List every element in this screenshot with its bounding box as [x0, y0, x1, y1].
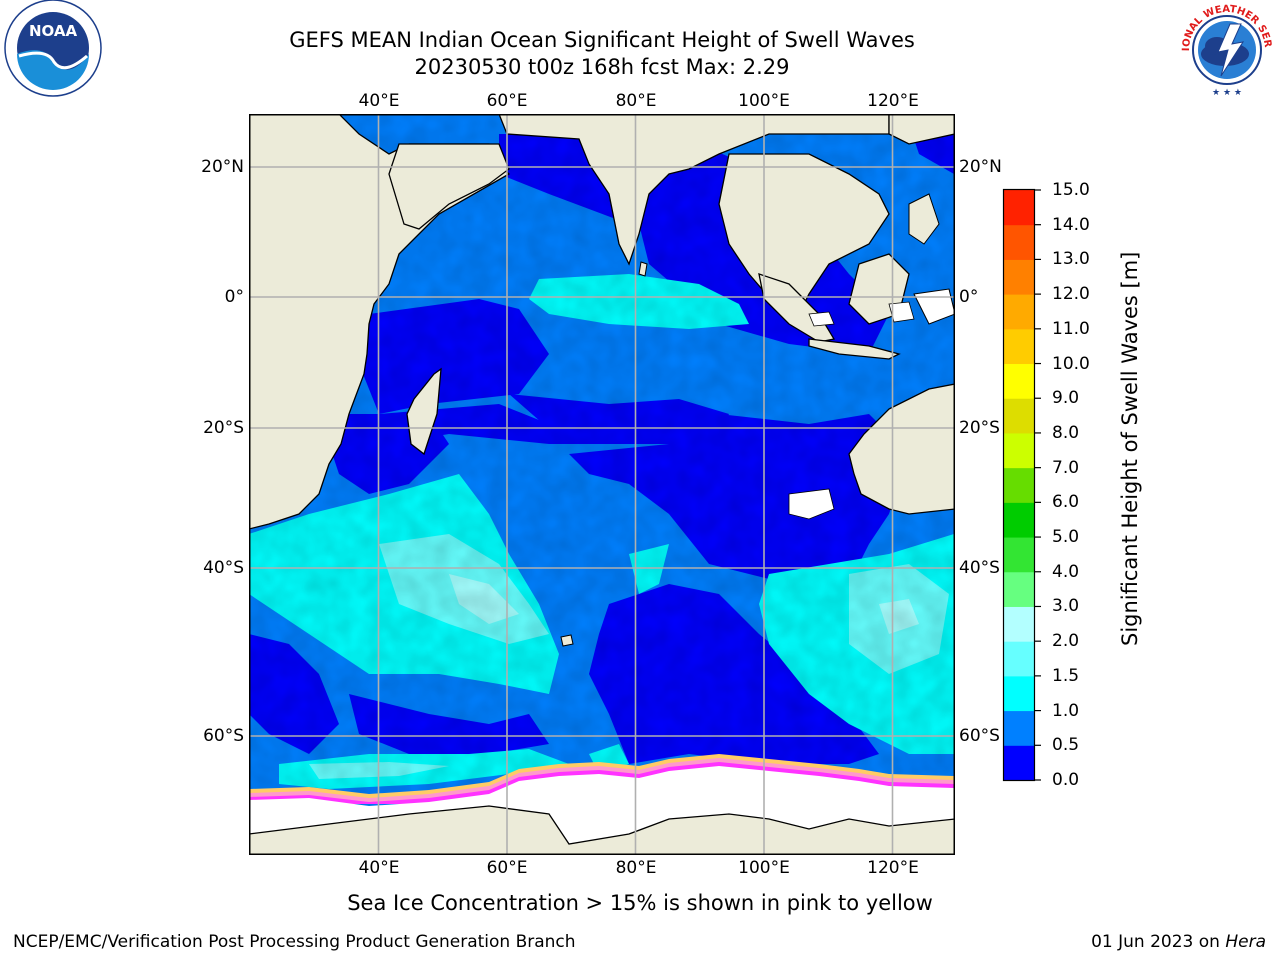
- colorbar-swatch: [1004, 432, 1034, 469]
- southeast-asia: [718, 153, 890, 315]
- lon-label-bottom: 100°E: [738, 858, 790, 878]
- colorbar-label: 3.0: [1052, 596, 1080, 617]
- map-plot: [249, 114, 955, 855]
- antarctica: [250, 805, 954, 854]
- colorbar-swatch: [1004, 571, 1034, 607]
- lon-label-bottom: 40°E: [358, 858, 400, 878]
- noaa-logo-text: NOAA: [29, 22, 78, 40]
- colorbar-swatch: [1004, 745, 1034, 781]
- colorbar-label: 10.0: [1052, 353, 1090, 374]
- svg-text:★ ★ ★: ★ ★ ★: [1212, 88, 1242, 98]
- graticule: [249, 114, 955, 855]
- colorbar-label: 9.0: [1052, 388, 1080, 409]
- lon-label-top: 60°E: [486, 91, 528, 111]
- lon-label-top: 80°E: [615, 91, 657, 111]
- lon-label-bottom: 60°E: [486, 858, 528, 878]
- lon-label-bottom: 80°E: [615, 858, 657, 878]
- nws-logo: NATIONAL WEATHER SERVICE ★ ★ ★: [1175, 0, 1274, 98]
- footer-host: Hera: [1225, 932, 1266, 952]
- colorbar-swatch: [1004, 675, 1034, 712]
- colorbar-swatch: [1004, 328, 1034, 365]
- colorbar-swatch: [1004, 224, 1034, 260]
- lon-label-top: 40°E: [358, 91, 400, 111]
- colorbar-label: 5.0: [1052, 527, 1080, 548]
- lat-label-right: 0°: [959, 287, 979, 307]
- colorbar-label: 6.0: [1052, 492, 1080, 513]
- colorbar: [1002, 188, 1041, 782]
- lon-label-top: 100°E: [738, 91, 790, 111]
- colorbar-swatch: [1004, 467, 1034, 503]
- lon-label-top: 120°E: [867, 91, 919, 111]
- colorbar-swatch: [1004, 363, 1034, 399]
- lat-label-right: 20°S: [959, 418, 1000, 438]
- colorbar-swatch: [1004, 398, 1034, 434]
- colorbar-label: 8.0: [1052, 422, 1080, 443]
- footer-date: 01 Jun 2023 on Hera: [1091, 932, 1266, 952]
- lat-label-right: 40°S: [959, 558, 1000, 578]
- colorbar-label: 12.0: [1052, 284, 1090, 305]
- footer-credit: NCEP/EMC/Verification Post Processing Pr…: [13, 932, 576, 952]
- lat-label-right: 20°N: [959, 157, 1002, 177]
- colorbar-swatch: [1004, 537, 1034, 573]
- colorbar-swatch: [1004, 294, 1034, 330]
- colorbar-swatch: [1004, 190, 1034, 226]
- colorbar-label: 0.0: [1052, 770, 1080, 790]
- colorbar-label: 11.0: [1052, 318, 1090, 339]
- colorbar-label: 15.0: [1052, 180, 1090, 200]
- chart-subtitle: 20230530 t00z 168h fcst Max: 2.29: [414, 55, 790, 79]
- madagascar: [406, 367, 442, 456]
- colorbar-label: 1.0: [1052, 700, 1080, 721]
- footer-date-text: 01 Jun 2023 on: [1091, 932, 1226, 952]
- australia: [848, 383, 954, 515]
- sea-ice-caption: Sea Ice Concentration > 15% is shown in …: [347, 891, 933, 915]
- colorbar-label: 13.0: [1052, 249, 1090, 270]
- colorbar-label: 2.0: [1052, 631, 1080, 652]
- colorbar-label: 1.5: [1052, 665, 1080, 686]
- colorbar-label: 4.0: [1052, 561, 1080, 582]
- colorbar-swatch: [1004, 641, 1034, 677]
- noaa-logo: NOAA: [4, 0, 102, 97]
- colorbar-label: 14.0: [1052, 214, 1090, 235]
- chart-title: GEFS MEAN Indian Ocean Significant Heigh…: [289, 28, 915, 52]
- map-frame: [249, 114, 955, 855]
- colorbar-swatch: [1004, 606, 1034, 642]
- lat-label-left: 40°S: [203, 558, 244, 578]
- colorbar-swatch: [1004, 710, 1034, 746]
- lon-label-bottom: 120°E: [867, 858, 919, 878]
- colorbar-swatch: [1004, 259, 1034, 295]
- colorbar-label: 0.5: [1052, 735, 1080, 756]
- colorbar-swatch: [1004, 502, 1034, 538]
- arabia: [388, 143, 510, 230]
- colorbar-title: Significant Height of Swell Waves [m]: [1118, 251, 1142, 646]
- lat-label-left: 20°N: [201, 157, 244, 177]
- colorbar-label: 7.0: [1052, 457, 1080, 478]
- lat-label-left: 0°: [224, 287, 244, 307]
- lat-label-left: 60°S: [203, 726, 244, 746]
- lat-label-right: 60°S: [959, 726, 1000, 746]
- lat-label-left: 20°S: [203, 418, 244, 438]
